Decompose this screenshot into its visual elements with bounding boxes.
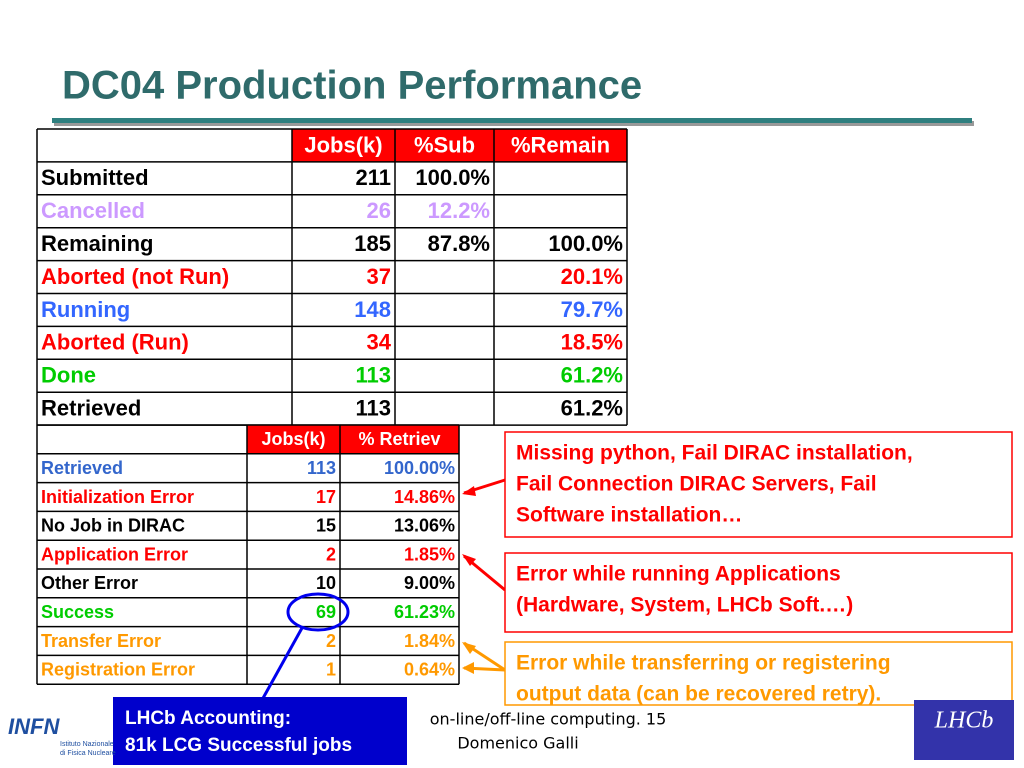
header-cell bbox=[395, 129, 494, 162]
cell-value: 0.64% bbox=[404, 660, 455, 680]
callout-text: Error while running Applications bbox=[516, 563, 841, 586]
cell-value: 61.23% bbox=[394, 602, 455, 622]
row-label: Application Error bbox=[41, 544, 188, 564]
accounting-box bbox=[113, 697, 407, 765]
cell-value: 69 bbox=[316, 602, 336, 622]
row-label: Success bbox=[41, 602, 114, 622]
cell-value: 10 bbox=[316, 573, 336, 593]
cell-value: 185 bbox=[354, 231, 391, 256]
header-cell bbox=[494, 129, 627, 162]
cell-value: 13.06% bbox=[394, 516, 455, 536]
row-label: Remaining bbox=[41, 231, 153, 256]
cell-value: 15 bbox=[316, 516, 336, 536]
highlight-ellipse bbox=[286, 592, 350, 632]
lhcb-logo-box bbox=[914, 700, 1014, 760]
table-main: Jobs(k) %Sub %Remain Submitted 211 100.0% Canc… bbox=[36, 128, 628, 426]
title-bar bbox=[52, 118, 972, 123]
callout-text: output data (can be recovered retry). bbox=[516, 683, 881, 706]
callout-box bbox=[504, 552, 1013, 633]
header-text: Jobs(k) bbox=[304, 132, 382, 157]
cell-value: 113 bbox=[356, 395, 392, 420]
row-label: Submitted bbox=[41, 165, 149, 190]
cell-value: 1.84% bbox=[404, 631, 455, 651]
infn-logo: INFN bbox=[8, 714, 60, 739]
arrow-head bbox=[462, 554, 476, 566]
row-label: Registration Error bbox=[41, 660, 195, 680]
cell-value: 37 bbox=[367, 264, 391, 289]
row-label: Done bbox=[41, 363, 96, 388]
footer: on-line/off-line computing. 15 Domenico … bbox=[430, 710, 667, 753]
row-label: Running bbox=[41, 297, 130, 322]
cell-value: 18.5% bbox=[561, 330, 623, 355]
cell-value: 20.1% bbox=[561, 264, 623, 289]
arrow-head bbox=[462, 486, 476, 496]
title-bar-shadow bbox=[54, 121, 974, 126]
cell-value: 113 bbox=[356, 363, 392, 388]
header-text: %Sub bbox=[414, 132, 475, 157]
cell-value: 100.0% bbox=[415, 165, 490, 190]
row-label: Cancelled bbox=[41, 198, 145, 223]
accounting-text: 81k LCG Successful jobs bbox=[125, 735, 352, 756]
cell-value: 79.7% bbox=[561, 297, 623, 322]
header-cell bbox=[247, 425, 340, 454]
cell-value: 61.2% bbox=[561, 363, 623, 388]
row-label: Aborted (not Run) bbox=[41, 264, 229, 289]
infn-logo-sub: Istituto Nazionale bbox=[60, 741, 114, 748]
callout-text: Missing python, Fail DIRAC installation, bbox=[516, 442, 913, 465]
cell-value: 87.8% bbox=[428, 231, 490, 256]
footer-text: Domenico Galli bbox=[457, 734, 578, 753]
lhcb-logo: LHCb bbox=[934, 708, 994, 734]
cell-value: 1.85% bbox=[404, 544, 455, 564]
infn-logo-sub: di Fisica Nucleare bbox=[60, 750, 116, 757]
callout-box bbox=[504, 641, 1013, 706]
cell-value: 148 bbox=[354, 297, 391, 322]
callout-text: Software installation… bbox=[516, 504, 742, 527]
slide-title: DC04 Production Performance bbox=[62, 64, 642, 108]
callout-box bbox=[504, 431, 1013, 538]
cell-value: 12.2% bbox=[428, 198, 490, 223]
highlight-line bbox=[260, 627, 304, 701]
arrow-head bbox=[462, 642, 476, 654]
cell-value: 14.86% bbox=[394, 487, 455, 507]
cell-value: 2 bbox=[326, 544, 336, 564]
cell-value: 211 bbox=[356, 165, 392, 190]
row-label: Aborted (Run) bbox=[41, 330, 189, 355]
row-label: Transfer Error bbox=[41, 631, 161, 651]
header-text: %Remain bbox=[511, 132, 610, 157]
row-label: Retrieved bbox=[41, 395, 141, 420]
cell-value: 2 bbox=[326, 631, 336, 651]
callout-text: Fail Connection DIRAC Servers, Fail bbox=[516, 473, 877, 496]
row-label: Other Error bbox=[41, 573, 138, 593]
callout-text: (Hardware, System, LHCb Soft.…) bbox=[516, 594, 853, 617]
cell-value: 9.00% bbox=[404, 573, 455, 593]
cell-value: 1 bbox=[326, 660, 336, 680]
cell-value: 34 bbox=[367, 330, 392, 355]
footer-text: on-line/off-line computing. 15 bbox=[430, 710, 667, 729]
cell-value: 113 bbox=[307, 458, 336, 478]
header-text: % Retriev bbox=[358, 429, 440, 449]
cell-value: 100.00% bbox=[384, 458, 455, 478]
row-label: No Job in DIRAC bbox=[41, 516, 185, 536]
row-label: Initialization Error bbox=[41, 487, 194, 507]
header-cell bbox=[292, 129, 395, 162]
callouts: Missing python, Fail DIRAC installation,… bbox=[462, 431, 1013, 706]
header-cell bbox=[340, 425, 459, 454]
cell-value: 26 bbox=[367, 198, 391, 223]
cell-value: 100.0% bbox=[548, 231, 623, 256]
row-label: Retrieved bbox=[41, 458, 123, 478]
table-errors: Jobs(k) % Retriev Retrieved 113 100.00% Initi… bbox=[36, 424, 460, 685]
cell-value: 61.2% bbox=[561, 395, 623, 420]
accounting-text: LHCb Accounting: bbox=[125, 708, 291, 729]
callout-text: Error while transferring or registering bbox=[516, 652, 891, 675]
arrow-head bbox=[462, 662, 474, 674]
header-text: Jobs(k) bbox=[261, 429, 325, 449]
cell-value: 17 bbox=[316, 487, 336, 507]
